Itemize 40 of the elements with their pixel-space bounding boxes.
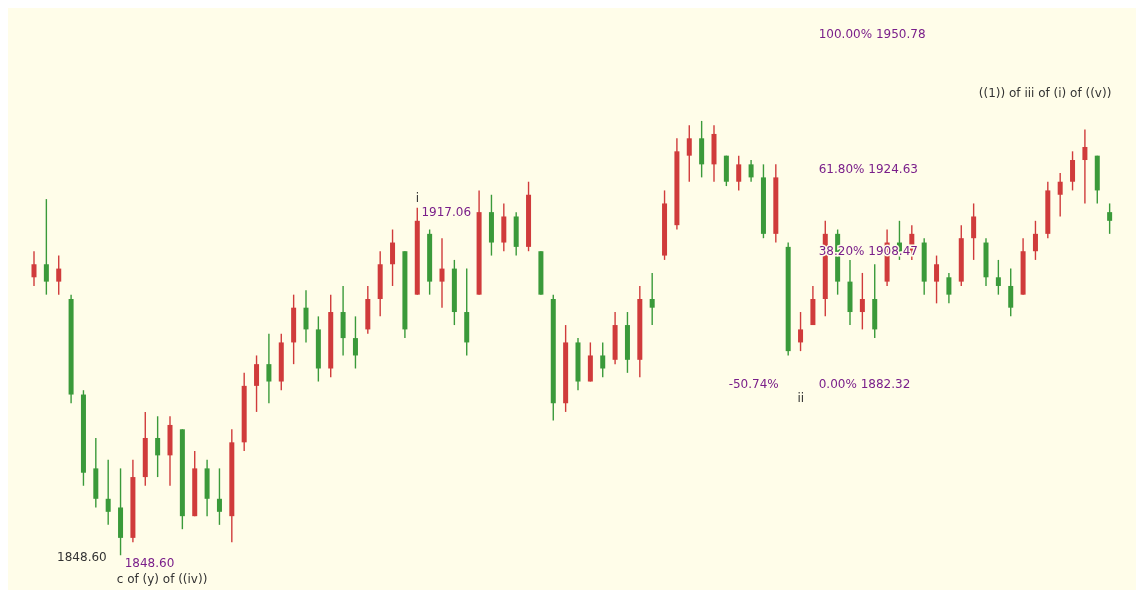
candlestick [390, 228, 396, 287]
candlestick [736, 154, 742, 192]
text: ((1)) of iii of (i) of ((v)) [978, 85, 1112, 100]
annotation: i [415, 190, 420, 205]
candlestick [1107, 202, 1113, 235]
candlestick [303, 289, 309, 344]
candlestick [31, 250, 37, 287]
text: 100.00% 1950.78 [818, 27, 926, 42]
candlestick [352, 315, 358, 370]
candlestick [56, 254, 62, 296]
candlestick [266, 333, 272, 404]
candlestick [934, 254, 940, 305]
text: 1848.60 [124, 556, 175, 571]
candlestick [798, 311, 804, 352]
candlestick [254, 354, 260, 413]
candlestick [155, 415, 161, 478]
candlestick [1008, 267, 1014, 318]
candlestick [1057, 172, 1063, 218]
candlestick [105, 459, 111, 526]
candlestick [971, 202, 977, 261]
text: c of (y) of ((iv)) [116, 572, 208, 587]
candlestick [439, 237, 445, 309]
candlestick [1070, 150, 1076, 192]
candlestick [1082, 128, 1088, 205]
annotation: -50.74% [728, 376, 779, 391]
candlestick [216, 467, 222, 526]
candlestick [1032, 220, 1038, 261]
candlestick [649, 272, 655, 326]
candlestick [748, 159, 754, 183]
candlestick [859, 272, 865, 331]
annotation: ii [797, 390, 805, 405]
candlestick [686, 124, 692, 183]
annotation: 0.00% 1882.32 [818, 376, 911, 391]
annotation: 1848.60 [57, 550, 107, 565]
candlestick [995, 259, 1001, 296]
candlestick [43, 198, 49, 296]
annotation: 61.80% 1924.63 [818, 161, 918, 176]
annotation: 1917.06 [421, 204, 472, 219]
candlestick [600, 341, 606, 378]
candlestick [946, 272, 952, 305]
